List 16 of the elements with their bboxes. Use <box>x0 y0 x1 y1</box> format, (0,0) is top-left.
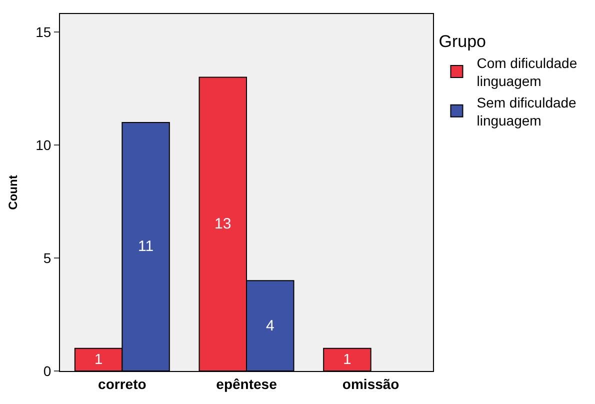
y-tick-label: 15 <box>36 24 52 40</box>
x-tick-label: omissão <box>342 376 400 392</box>
y-tick-label: 10 <box>36 136 52 153</box>
data-label: 1 <box>94 352 103 368</box>
legend-label: Com dificuldade linguagem <box>476 54 578 90</box>
x-tick-label: epêntese <box>216 376 278 392</box>
x-tick-label: correto <box>98 376 146 392</box>
y-tick-label: 5 <box>43 250 52 266</box>
data-label: 4 <box>266 317 274 334</box>
legend-label: Sem dificuldade linguagem <box>476 94 577 128</box>
y-axis-title: Count <box>6 175 20 210</box>
y-tick-label: 0 <box>43 362 52 379</box>
data-label: 13 <box>214 216 232 233</box>
legend-title: Grupo <box>438 32 486 51</box>
data-label: 1 <box>343 352 352 368</box>
data-label: 11 <box>138 238 154 256</box>
